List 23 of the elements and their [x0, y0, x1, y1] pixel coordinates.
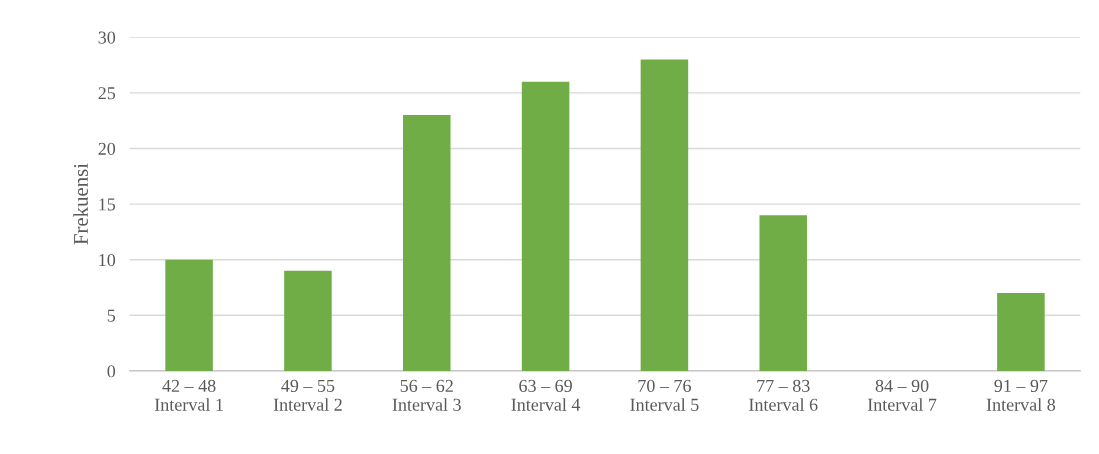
bar	[284, 270, 332, 371]
bar	[759, 215, 808, 371]
x-tick-label: 63 – 69 Interval 4	[511, 379, 581, 411]
x-tick-label: 42 – 48 Interval 1	[154, 379, 223, 411]
y-tick-label: 20	[98, 142, 116, 155]
x-tick-label: 56 – 62 Interval 3	[392, 379, 461, 411]
y-tick-label: 30	[98, 31, 116, 44]
y-tick-label: 5	[107, 309, 116, 322]
y-tick-label: 15	[99, 198, 116, 211]
bar	[997, 293, 1045, 371]
y-axis-title: Frekuensi	[73, 163, 88, 245]
bar	[640, 59, 689, 371]
y-tick-label: 10	[99, 253, 116, 267]
x-tick-label: 91 – 97 Interval 8	[986, 379, 1056, 411]
x-tick-label: 84 – 90 Interval 7	[867, 379, 937, 411]
bar	[521, 81, 570, 371]
x-tick-label: 70 – 76 Interval 5	[630, 379, 699, 411]
x-tick-label: 49 – 55 Interval 2	[273, 379, 342, 411]
y-tick-label: 25	[98, 87, 116, 100]
x-tick-label: 77 – 83 Interval 6	[749, 379, 818, 411]
bar	[165, 259, 213, 371]
bar	[402, 115, 451, 371]
y-tick-label: 0	[107, 365, 116, 378]
